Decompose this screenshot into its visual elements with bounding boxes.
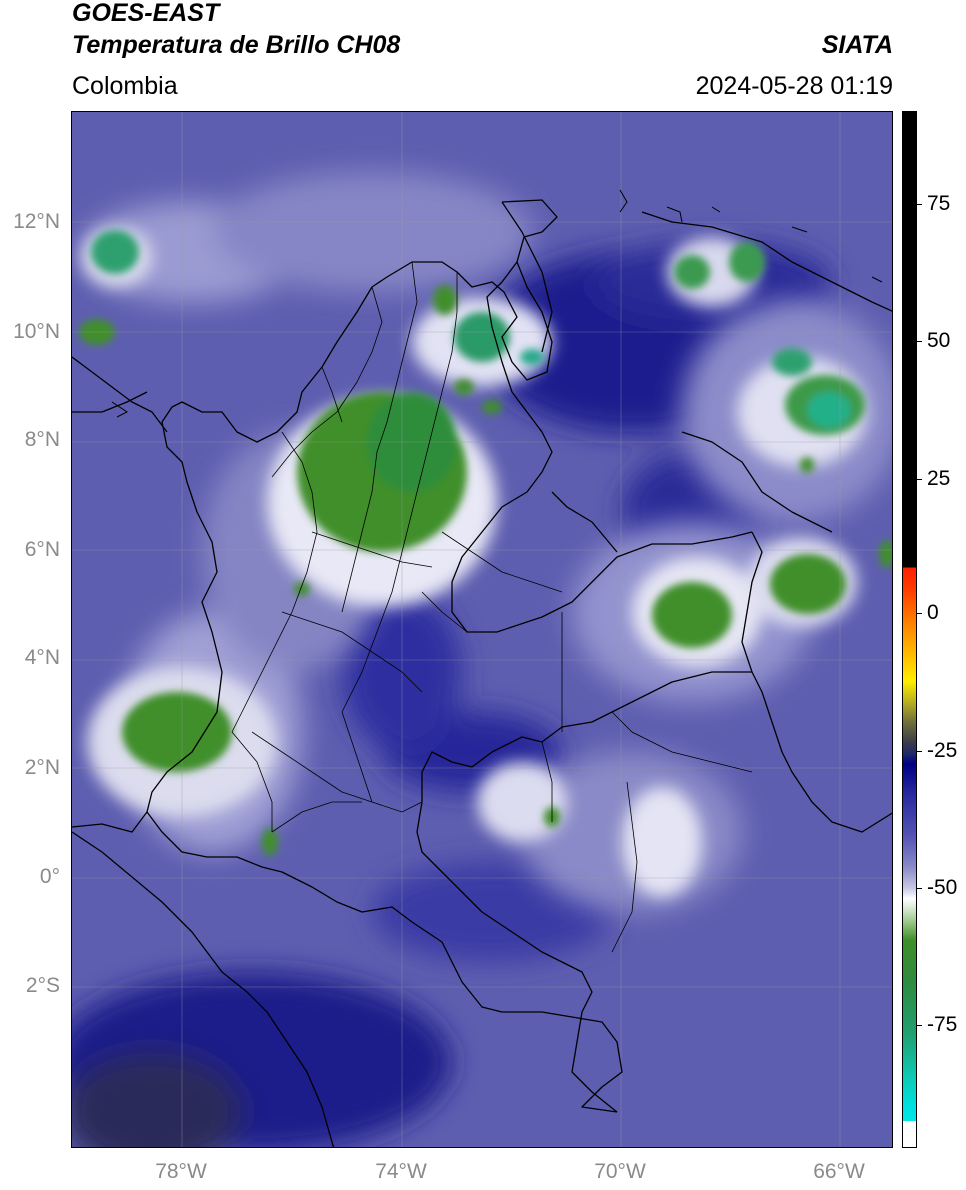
lon-tick-70w: 70°W bbox=[594, 1160, 646, 1183]
colorbar-label-minus-50: -50 bbox=[927, 876, 958, 899]
lat-tick-10n: 10°N bbox=[13, 320, 60, 343]
deep-convection-green bbox=[79, 230, 892, 856]
lat-tick-12n: 12°N bbox=[13, 210, 60, 233]
temperature-colorbar bbox=[902, 111, 917, 1148]
satellite-map bbox=[71, 111, 893, 1148]
title-line-2: Temperatura de Brillo CH08 bbox=[72, 31, 401, 59]
lat-tick-4n: 4°N bbox=[24, 646, 60, 669]
lat-tick-2n: 2°N bbox=[24, 756, 60, 779]
colorbar-label-75: 75 bbox=[927, 192, 951, 215]
colorbar-tick-mark bbox=[917, 751, 922, 752]
colorbar-tick-mark bbox=[917, 1025, 922, 1026]
lon-tick-66w: 66°W bbox=[813, 1160, 865, 1183]
source-label: SIATA bbox=[821, 31, 893, 59]
lat-tick-8n: 8°N bbox=[24, 428, 60, 451]
graticule bbox=[72, 112, 892, 1147]
lon-tick-78w: 78°W bbox=[155, 1160, 207, 1183]
satellite-imagery bbox=[72, 112, 892, 1147]
colorbar-label-25: 25 bbox=[927, 467, 951, 490]
colorbar-label-minus-75: -75 bbox=[927, 1013, 958, 1036]
datetime-label: 2024-05-28 01:19 bbox=[695, 72, 893, 100]
colorbar-tick-mark bbox=[917, 479, 922, 480]
admin-borders bbox=[231, 261, 753, 953]
colorbar-label-minus-25: -25 bbox=[927, 739, 958, 762]
colorbar-tick-mark bbox=[917, 888, 922, 889]
region-label: Colombia bbox=[72, 72, 178, 100]
lat-tick-0: 0° bbox=[39, 865, 60, 888]
coastline-islands bbox=[111, 189, 883, 418]
colorbar-label-0: 0 bbox=[927, 601, 939, 624]
lat-tick-2s: 2°S bbox=[25, 974, 60, 997]
lat-tick-6n: 6°N bbox=[24, 538, 60, 561]
country-borders bbox=[72, 199, 892, 1147]
colorbar-tick-mark bbox=[917, 613, 922, 614]
lon-tick-74w: 74°W bbox=[375, 1160, 427, 1183]
colorbar-label-50: 50 bbox=[927, 329, 951, 352]
colorbar-tick-mark bbox=[917, 204, 922, 205]
colorbar-tick-mark bbox=[917, 341, 922, 342]
title-line-1: GOES-EAST bbox=[72, 0, 220, 27]
